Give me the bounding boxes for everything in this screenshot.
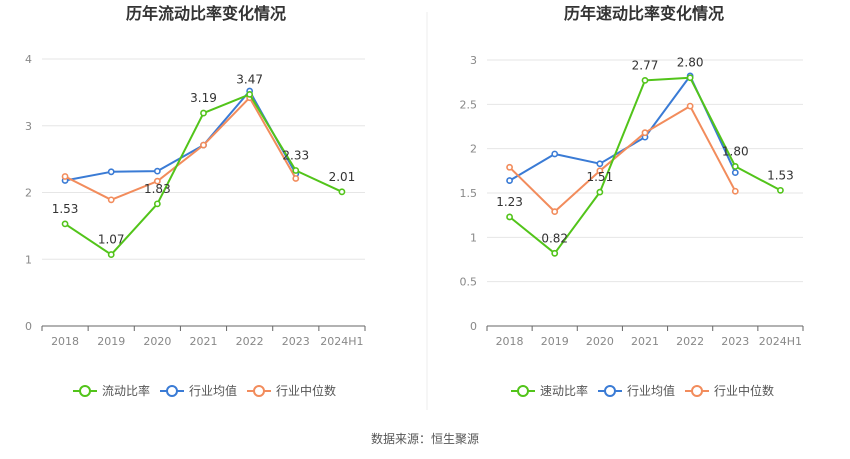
y-tick-label: 3 xyxy=(25,120,32,133)
data-point xyxy=(641,129,649,137)
x-tick-label: 2023 xyxy=(282,335,310,348)
data-label: 1.53 xyxy=(52,202,79,216)
series-line xyxy=(64,90,297,182)
data-point xyxy=(551,249,559,257)
data-label: 1.51 xyxy=(586,170,613,184)
legend-swatch-marker xyxy=(79,385,91,397)
legend-label: 行业均值 xyxy=(189,383,237,398)
data-label: 1.23 xyxy=(496,195,523,209)
data-label: 0.82 xyxy=(541,231,568,245)
y-tick-label: 1 xyxy=(25,253,32,266)
data-point xyxy=(246,90,254,98)
data-point xyxy=(506,163,513,171)
x-tick-label: 2019 xyxy=(541,335,569,348)
y-tick-label: 0 xyxy=(25,320,32,333)
data-label: 1.80 xyxy=(722,144,749,158)
x-tick-label: 2023 xyxy=(721,335,749,348)
data-point xyxy=(200,141,207,149)
data-point xyxy=(153,200,161,208)
y-tick-label: 1 xyxy=(470,231,477,244)
legend-label: 行业中位数 xyxy=(714,383,774,398)
data-label: 2.01 xyxy=(329,170,356,184)
y-tick-label: 0.5 xyxy=(460,276,478,289)
x-tick-label: 2024H1 xyxy=(759,335,802,348)
legend-swatch-marker xyxy=(166,385,178,397)
y-tick-label: 2 xyxy=(470,143,477,156)
data-point xyxy=(200,109,207,117)
x-tick-label: 2020 xyxy=(143,335,171,348)
legend-swatch-marker xyxy=(604,385,616,397)
data-label: 3.19 xyxy=(190,91,217,105)
x-tick-label: 2021 xyxy=(631,335,659,348)
data-point xyxy=(61,173,69,180)
x-tick-label: 2018 xyxy=(51,335,79,348)
x-tick-label: 2021 xyxy=(190,335,218,348)
y-tick-label: 4 xyxy=(25,53,32,66)
data-point xyxy=(292,167,300,174)
x-tick-label: 2020 xyxy=(586,335,614,348)
data-point xyxy=(338,188,346,196)
data-point xyxy=(641,76,649,84)
y-tick-label: 2 xyxy=(25,187,32,200)
legend-swatch-marker xyxy=(691,385,703,397)
y-tick-label: 1.5 xyxy=(460,187,478,200)
chart-title: 历年速动比率变化情况 xyxy=(564,4,724,23)
data-point xyxy=(777,186,784,194)
x-tick-label: 2019 xyxy=(97,335,125,348)
x-tick-label: 2022 xyxy=(676,335,704,348)
data-point xyxy=(731,169,739,177)
x-tick-label: 2018 xyxy=(496,335,524,348)
data-label: 1.53 xyxy=(767,168,794,182)
data-point xyxy=(153,177,161,185)
data-point xyxy=(153,167,161,175)
x-tick-label: 2024H1 xyxy=(320,335,363,348)
y-tick-label: 2.5 xyxy=(460,98,478,111)
data-point xyxy=(596,167,604,175)
data-point xyxy=(61,220,69,228)
data-label: 2.80 xyxy=(677,56,704,70)
series-line xyxy=(64,93,343,256)
legend-label: 速动比率 xyxy=(540,383,588,398)
data-point xyxy=(506,213,513,221)
chart-title: 历年流动比率变化情况 xyxy=(126,4,286,23)
current-ratio-chart: 历年流动比率变化情况 0 1 2 3 4 2018 2019 2020 2021 2022 2023… xyxy=(25,4,366,398)
legend-label: 流动比率 xyxy=(102,383,150,398)
data-point xyxy=(731,162,739,170)
data-point xyxy=(596,188,604,196)
data-point xyxy=(107,251,115,258)
series-line xyxy=(64,96,297,201)
quick-ratio-chart: 历年速动比率变化情况 0 0.5 1 1.5 2 2.5 3 2018 2019 2020 2021… xyxy=(460,4,804,398)
data-label: 1.07 xyxy=(98,233,125,247)
data-point xyxy=(107,168,115,176)
data-point xyxy=(551,150,559,158)
data-point xyxy=(506,177,513,184)
data-point xyxy=(731,187,739,195)
data-label: 3.47 xyxy=(236,72,263,86)
data-point xyxy=(107,196,115,204)
data-point xyxy=(551,208,559,216)
data-point xyxy=(292,175,300,182)
legend-label: 行业均值 xyxy=(627,383,675,398)
data-point xyxy=(596,160,604,168)
y-tick-label: 3 xyxy=(470,54,477,67)
data-label: 2.33 xyxy=(282,148,309,162)
x-tick-label: 2022 xyxy=(236,335,264,348)
data-label: 2.77 xyxy=(632,58,659,72)
y-tick-label: 0 xyxy=(470,320,477,333)
data-source-note: 数据来源：恒生聚源 xyxy=(371,431,479,446)
legend-swatch-marker xyxy=(253,385,265,397)
data-label: 1.83 xyxy=(144,182,171,196)
legend-label: 行业中位数 xyxy=(276,383,336,398)
legend-swatch-marker xyxy=(517,385,529,397)
data-point xyxy=(686,74,694,82)
data-point xyxy=(686,102,694,110)
series-line xyxy=(508,105,737,213)
